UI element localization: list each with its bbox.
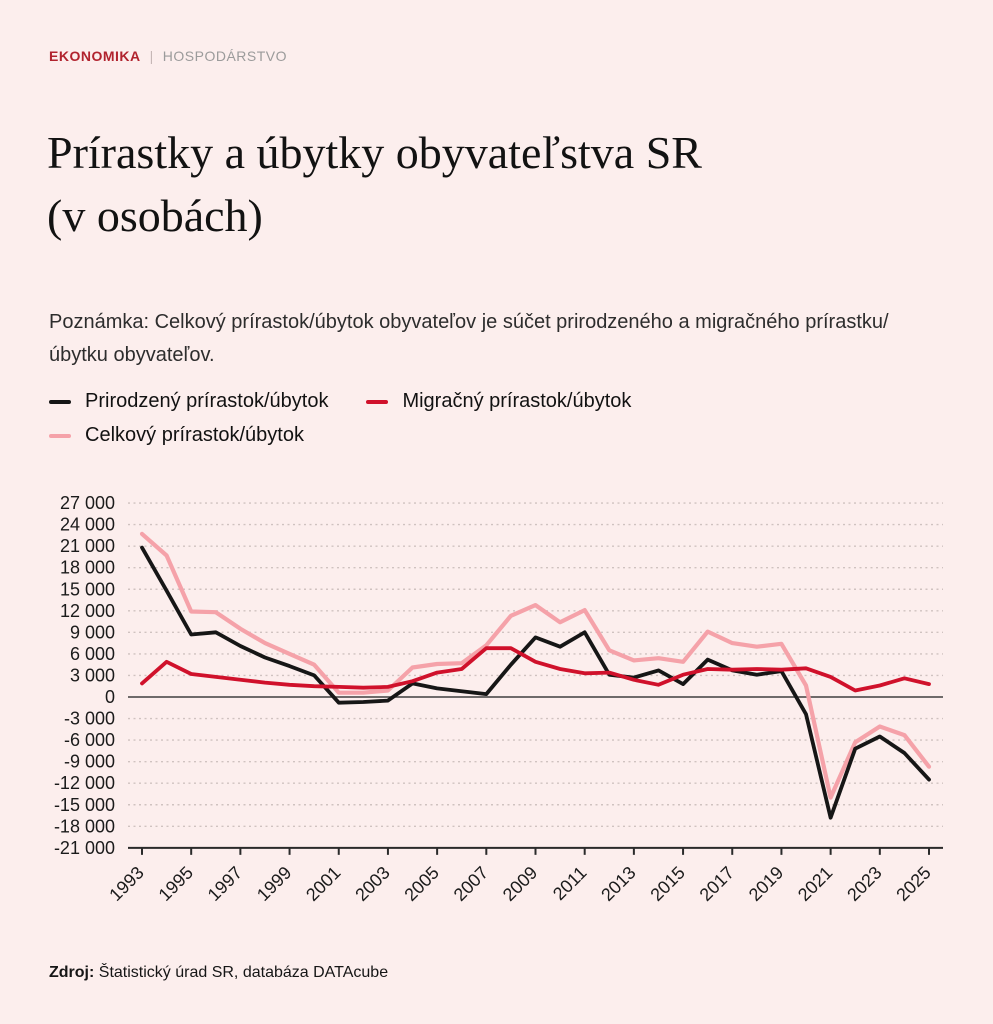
breadcrumb-subcategory[interactable]: HOSPODÁRSTVO — [162, 48, 288, 64]
svg-text:9 000: 9 000 — [70, 622, 115, 642]
svg-text:18 000: 18 000 — [60, 558, 115, 578]
migration-line-swatch-icon — [366, 399, 389, 404]
svg-text:2007: 2007 — [450, 863, 492, 905]
svg-text:0: 0 — [105, 687, 115, 707]
svg-text:-21 000: -21 000 — [54, 838, 115, 858]
svg-text:2009: 2009 — [499, 863, 541, 905]
svg-text:2013: 2013 — [597, 863, 639, 905]
chart-note: Poznámka: Celkový prírastok/úbytok obyva… — [49, 311, 889, 366]
svg-text:2015: 2015 — [646, 863, 688, 905]
legend-item-total: Celkový prírastok/úbytok — [49, 424, 304, 447]
svg-text:1999: 1999 — [253, 863, 295, 905]
svg-text:-18 000: -18 000 — [54, 816, 115, 836]
total-line-swatch-icon — [49, 433, 71, 438]
svg-text:-3 000: -3 000 — [64, 709, 115, 729]
svg-text:3 000: 3 000 — [70, 665, 115, 685]
svg-text:2023: 2023 — [843, 863, 885, 905]
svg-text:2025: 2025 — [892, 863, 934, 905]
svg-text:2019: 2019 — [745, 863, 787, 905]
legend-label-total: Celkový prírastok/úbytok — [85, 424, 304, 446]
svg-text:2011: 2011 — [549, 863, 591, 905]
breadcrumb-category[interactable]: EKONOMIKA — [49, 48, 141, 64]
legend-item-natural: Prirodzený prírastok/úbytok — [49, 390, 328, 413]
svg-text:-15 000: -15 000 — [54, 795, 115, 815]
svg-text:6 000: 6 000 — [70, 644, 115, 664]
legend-item-migration: Migračný prírastok/úbytok — [366, 390, 631, 413]
svg-text:24 000: 24 000 — [60, 515, 115, 535]
legend-label-natural: Prirodzený prírastok/úbytok — [85, 390, 329, 412]
source-text: Štatistický úrad SR, databáza DATAcube — [94, 964, 389, 981]
population-chart: 27 000 24 000 21 000 18 000 15 000 12 000 9 00… — [0, 470, 993, 940]
svg-text:1995: 1995 — [155, 863, 197, 905]
svg-text:27 000: 27 000 — [60, 493, 115, 513]
breadcrumb: EKONOMIKA | HOSPODÁRSTVO — [49, 48, 287, 64]
svg-text:2005: 2005 — [400, 863, 442, 905]
page-title-line2: (v osobách) — [47, 189, 263, 241]
svg-text:15 000: 15 000 — [60, 579, 115, 599]
natural-line-swatch-icon — [49, 399, 71, 404]
svg-text:2017: 2017 — [696, 863, 738, 905]
chart-legend: Prirodzený prírastok/úbytok Migračný prí… — [49, 390, 779, 447]
svg-text:2001: 2001 — [302, 863, 344, 905]
svg-text:2003: 2003 — [351, 863, 393, 905]
page-title: Prírastky a úbytky obyvateľstva SR (v os… — [47, 121, 957, 247]
breadcrumb-separator: | — [149, 48, 154, 64]
source-line: Zdroj: Štatistický úrad SR, databáza DAT… — [49, 964, 388, 982]
svg-text:2021: 2021 — [794, 863, 836, 905]
svg-text:1997: 1997 — [204, 863, 246, 905]
svg-text:12 000: 12 000 — [60, 601, 115, 621]
page-title-line1: Prírastky a úbytky obyvateľstva SR — [47, 126, 702, 178]
svg-text:-12 000: -12 000 — [54, 773, 115, 793]
svg-text:21 000: 21 000 — [60, 536, 115, 556]
svg-text:1993: 1993 — [105, 863, 147, 905]
legend-label-migration: Migračný prírastok/úbytok — [402, 390, 632, 412]
source-prefix: Zdroj: — [49, 964, 95, 981]
svg-text:-9 000: -9 000 — [64, 752, 115, 772]
svg-text:-6 000: -6 000 — [64, 730, 115, 750]
